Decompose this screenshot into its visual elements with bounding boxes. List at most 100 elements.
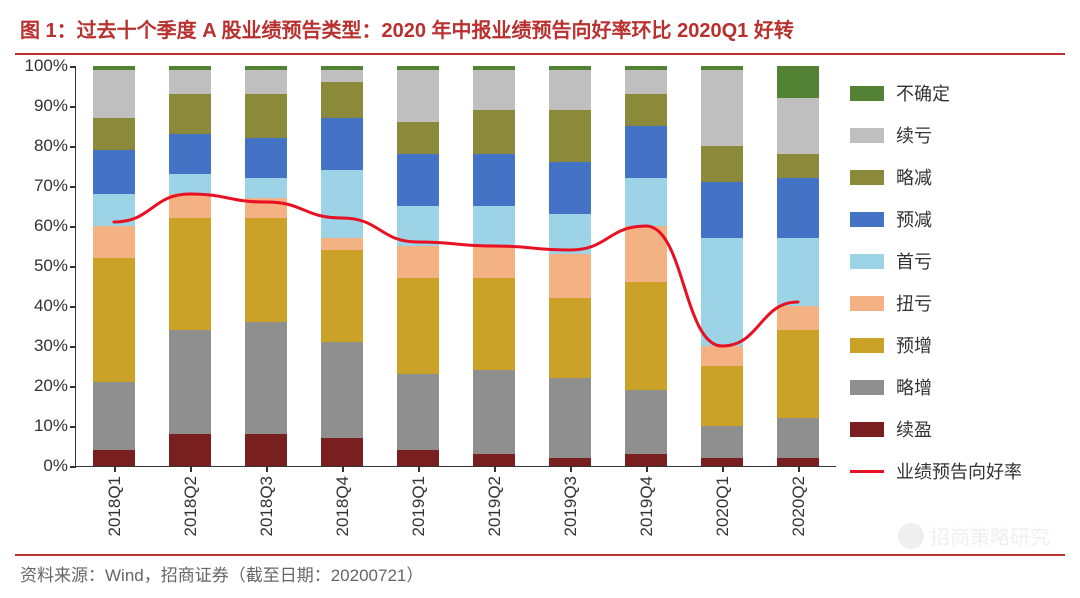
bar-group [245, 66, 288, 466]
bar-segment [397, 374, 440, 450]
bar-segment [549, 70, 592, 110]
bar-segment [93, 450, 136, 466]
y-tick-label: 90% [16, 96, 68, 116]
bar-segment [549, 378, 592, 458]
bar-segment [625, 390, 668, 454]
bar-segment [777, 458, 820, 466]
legend-label: 略增 [896, 374, 932, 400]
y-tick-label: 80% [16, 136, 68, 156]
bar-segment [473, 370, 516, 454]
source-text: 资料来源：Wind，招商证券（截至日期：20200721） [20, 561, 423, 586]
y-tick-mark [70, 226, 76, 228]
bar-segment [473, 70, 516, 110]
y-tick-mark [70, 426, 76, 428]
bar-segment [473, 246, 516, 278]
bar-segment [397, 154, 440, 206]
bar-segment [549, 298, 592, 378]
bar-segment [549, 214, 592, 254]
y-tick-label: 20% [16, 376, 68, 396]
y-tick-mark [70, 346, 76, 348]
legend-item: 业绩预告向好率 [850, 458, 1050, 484]
x-tick-mark [722, 466, 724, 472]
bar-segment [701, 346, 744, 366]
bar-segment [321, 238, 364, 250]
bar-group [473, 66, 516, 466]
chart-title: 图 1：过去十个季度 A 股业绩预告类型：2020 年中报业绩预告向好率环比 2… [0, 0, 1080, 53]
bar-group [701, 66, 744, 466]
legend-label: 预减 [896, 206, 932, 232]
bar-segment [625, 70, 668, 94]
bar-segment [169, 330, 212, 434]
bar-segment [701, 182, 744, 238]
bar-segment [777, 154, 820, 178]
bar-segment [625, 282, 668, 390]
top-divider [15, 53, 1065, 55]
legend-swatch [850, 296, 884, 311]
bar-group [549, 66, 592, 466]
figure-container: 图 1：过去十个季度 A 股业绩预告类型：2020 年中报业绩预告向好率环比 2… [0, 0, 1080, 598]
legend-item: 续盈 [850, 416, 1050, 442]
chart-plot-area: 0%10%20%30%40%50%60%70%80%90%100%2018Q12… [75, 66, 836, 467]
bar-segment [245, 434, 288, 466]
bar-segment [169, 94, 212, 134]
bar-segment [549, 162, 592, 214]
y-tick-label: 10% [16, 416, 68, 436]
bar-segment [93, 118, 136, 150]
bar-segment [321, 438, 364, 466]
bar-group [777, 66, 820, 466]
bar-segment [473, 278, 516, 370]
x-tick-mark [494, 466, 496, 472]
bar-segment [93, 226, 136, 258]
legend-item: 不确定 [850, 80, 1050, 106]
bar-segment [169, 434, 212, 466]
bar-segment [777, 306, 820, 330]
bar-segment [625, 178, 668, 226]
x-tick-label: 2020Q2 [789, 476, 809, 537]
bar-segment [549, 110, 592, 162]
x-tick-label: 2019Q3 [561, 476, 581, 537]
bar-segment [701, 458, 744, 466]
bottom-divider [15, 554, 1065, 556]
y-tick-mark [70, 386, 76, 388]
legend-label: 续亏 [896, 122, 932, 148]
x-tick-mark [342, 466, 344, 472]
legend-label: 不确定 [896, 80, 950, 106]
bar-segment [625, 94, 668, 126]
legend-item: 首亏 [850, 248, 1050, 274]
bar-segment [625, 126, 668, 178]
bar-segment [625, 454, 668, 466]
legend-item: 略减 [850, 164, 1050, 190]
x-tick-mark [646, 466, 648, 472]
bar-segment [777, 98, 820, 154]
x-tick-label: 2019Q1 [409, 476, 429, 537]
bar-segment [321, 118, 364, 170]
bar-segment [397, 246, 440, 278]
bar-segment [777, 238, 820, 306]
bar-segment [169, 174, 212, 194]
bar-segment [169, 218, 212, 330]
legend-line-swatch [850, 470, 884, 473]
y-tick-mark [70, 66, 76, 68]
bar-segment [397, 278, 440, 374]
legend-item: 续亏 [850, 122, 1050, 148]
y-tick-mark [70, 186, 76, 188]
wechat-icon [898, 523, 924, 549]
bar-segment [473, 454, 516, 466]
x-tick-label: 2019Q4 [637, 476, 657, 537]
watermark-text: 招商策略研究 [930, 521, 1050, 550]
x-tick-mark [798, 466, 800, 472]
legend-swatch [850, 86, 884, 101]
bar-segment [169, 70, 212, 94]
x-tick-label: 2018Q2 [181, 476, 201, 537]
legend-swatch [850, 380, 884, 395]
x-tick-mark [190, 466, 192, 472]
x-tick-label: 2020Q1 [713, 476, 733, 537]
bar-segment [473, 110, 516, 154]
bar-segment [701, 366, 744, 426]
bar-segment [321, 250, 364, 342]
x-tick-mark [570, 466, 572, 472]
bar-segment [473, 154, 516, 206]
legend-label: 扭亏 [896, 290, 932, 316]
bar-segment [93, 382, 136, 450]
bar-segment [93, 194, 136, 226]
